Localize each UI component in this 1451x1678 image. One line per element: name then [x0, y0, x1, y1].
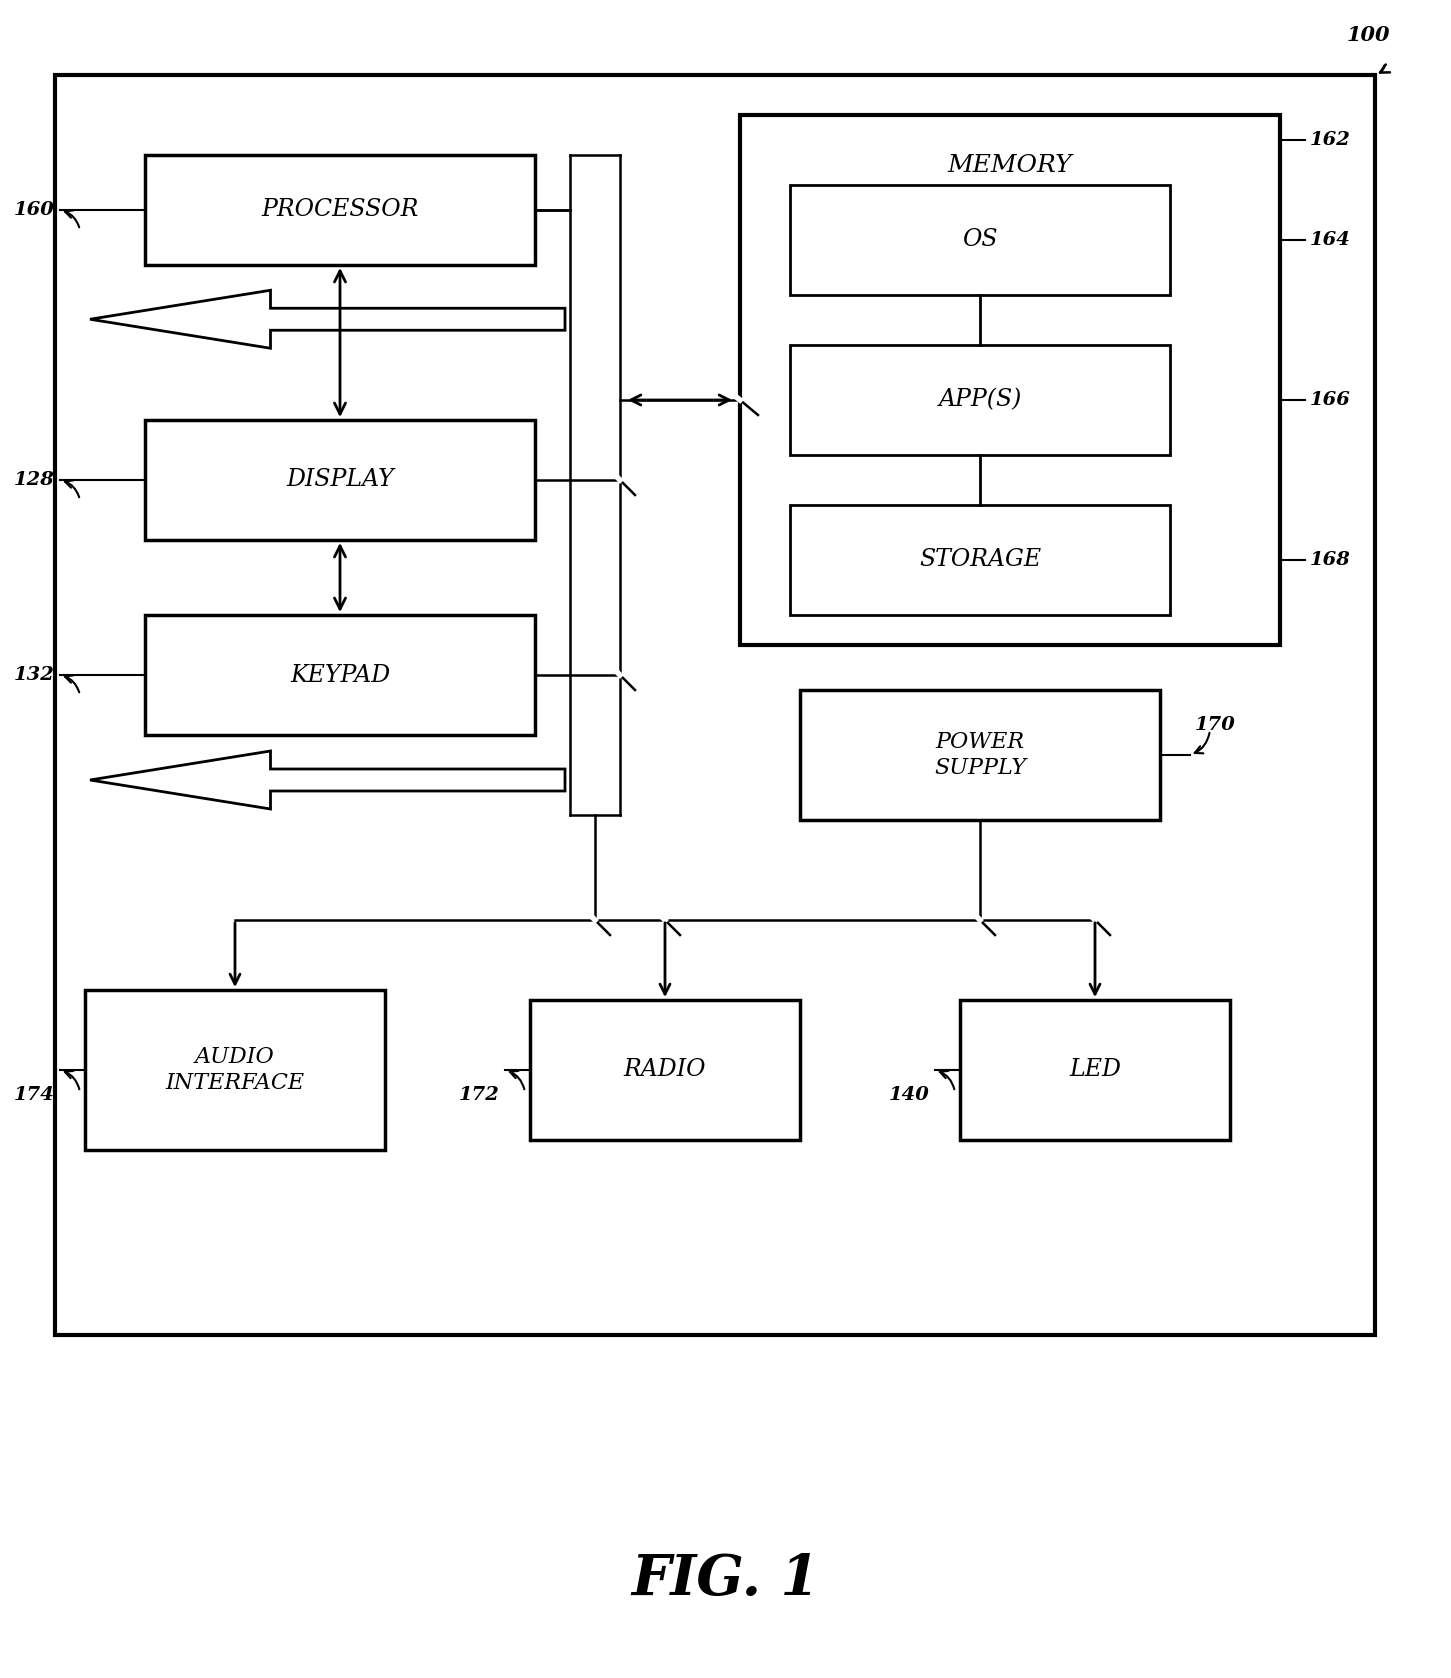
Text: 166: 166	[1310, 391, 1351, 409]
Text: 174: 174	[15, 1086, 55, 1104]
Text: RADIO: RADIO	[624, 1059, 707, 1082]
Text: 100: 100	[1347, 25, 1390, 45]
Bar	[961, 1000, 1230, 1139]
Text: PROCESSOR: PROCESSOR	[261, 198, 419, 221]
Text: LED: LED	[1069, 1059, 1122, 1082]
Text: 170: 170	[1196, 717, 1236, 733]
Bar	[86, 990, 385, 1149]
Polygon shape	[90, 290, 564, 349]
Text: 128: 128	[15, 472, 55, 488]
Bar	[800, 690, 1159, 821]
Text: 168: 168	[1310, 550, 1351, 569]
Bar	[789, 185, 1170, 295]
Text: 140: 140	[889, 1086, 930, 1104]
Text: 162: 162	[1310, 131, 1351, 149]
Text: KEYPAD: KEYPAD	[290, 663, 390, 686]
Bar	[145, 154, 535, 265]
Text: OS: OS	[962, 228, 998, 252]
Bar	[789, 346, 1170, 455]
Bar	[145, 420, 535, 540]
Text: 132: 132	[15, 666, 55, 685]
Polygon shape	[90, 752, 564, 809]
Text: 164: 164	[1310, 232, 1351, 248]
Text: APP(S): APP(S)	[939, 389, 1022, 411]
Text: 160: 160	[15, 201, 55, 220]
Bar	[530, 1000, 800, 1139]
Text: FIG. 1: FIG. 1	[631, 1552, 818, 1608]
Bar	[789, 505, 1170, 616]
Bar	[55, 76, 1376, 1336]
Text: 172: 172	[459, 1086, 501, 1104]
Bar	[145, 616, 535, 735]
Text: MEMORY: MEMORY	[948, 153, 1072, 176]
Text: DISPLAY: DISPLAY	[286, 468, 393, 492]
Bar	[740, 116, 1280, 644]
Text: STORAGE: STORAGE	[918, 549, 1040, 572]
Text: POWER
SUPPLY: POWER SUPPLY	[934, 732, 1026, 779]
Text: AUDIO
INTERFACE: AUDIO INTERFACE	[165, 1047, 305, 1094]
